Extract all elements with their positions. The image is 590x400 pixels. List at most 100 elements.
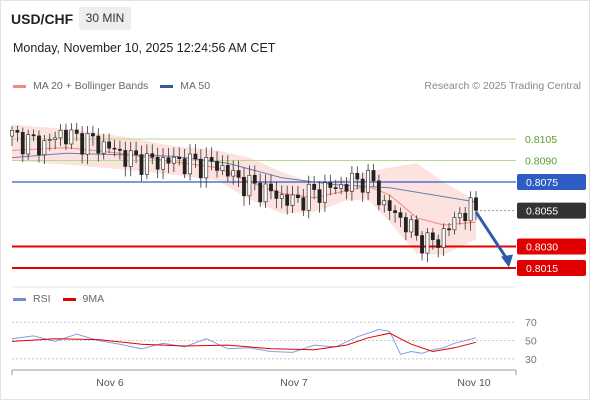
candle <box>447 228 451 231</box>
x-tick-label: Nov 10 <box>457 377 490 389</box>
ma50-swatch <box>160 84 174 88</box>
candle <box>47 139 52 141</box>
candle <box>182 158 187 175</box>
candle <box>263 183 268 203</box>
candle <box>420 235 424 254</box>
candle <box>285 194 290 206</box>
symbol-label: USD/CHF <box>11 11 74 27</box>
candle <box>296 194 300 199</box>
x-tick-label: Nov 6 <box>96 377 124 389</box>
candle <box>312 183 317 190</box>
candle <box>403 217 408 233</box>
main-legend: MA 20 + Bollinger Bands MA 50 <box>13 80 210 92</box>
candle <box>474 197 478 211</box>
candle <box>139 154 144 175</box>
x-tick-label: Nov 7 <box>280 377 308 389</box>
candle <box>350 172 354 192</box>
rsi-legend: RSI 9MA <box>13 293 104 305</box>
candle <box>144 153 149 175</box>
level-label-0.8075: 0.8075 <box>526 177 558 189</box>
candle <box>436 239 441 248</box>
legend-ma50: MA 50 <box>180 80 211 92</box>
candle <box>457 212 462 218</box>
rsi-ma9-line <box>11 332 477 353</box>
candle <box>150 153 155 158</box>
candle <box>225 164 230 177</box>
rsi-line <box>11 328 477 355</box>
candle <box>393 210 397 213</box>
forecast-arrowhead <box>501 254 513 268</box>
candle <box>306 183 311 211</box>
candle <box>371 170 376 182</box>
candle <box>42 140 47 156</box>
level-label-0.8015: 0.8015 <box>526 263 558 275</box>
rsi-tick-label: 30 <box>525 354 537 366</box>
candle <box>301 197 306 211</box>
candle <box>339 184 344 189</box>
candle <box>360 178 365 193</box>
candle <box>166 157 171 164</box>
candle <box>193 153 198 160</box>
candle <box>20 132 25 155</box>
candle <box>204 157 209 179</box>
level-tag-0.8075 <box>517 173 586 190</box>
forecast-arrow <box>474 211 510 262</box>
candle <box>355 172 360 180</box>
candle <box>177 156 182 160</box>
candle <box>26 134 31 155</box>
candle <box>328 182 333 188</box>
candle <box>74 129 79 134</box>
candle <box>64 129 68 145</box>
candle <box>333 187 338 189</box>
candle <box>53 137 58 140</box>
candle <box>274 190 279 199</box>
candle <box>198 158 203 179</box>
credit-label: Research © 2025 Trading Central <box>424 80 581 92</box>
candle <box>215 161 219 171</box>
candle <box>188 153 192 175</box>
candle <box>463 212 468 222</box>
candle <box>15 130 20 133</box>
candle <box>425 232 430 254</box>
legend-ma20: MA 20 + Bollinger Bands <box>33 80 149 92</box>
candle <box>344 184 349 192</box>
candle <box>171 156 176 164</box>
level-label-0.8090: 0.8090 <box>525 155 557 167</box>
candle <box>209 157 214 162</box>
candle <box>85 133 90 155</box>
candle <box>80 133 85 155</box>
rsi-swatch <box>13 297 26 301</box>
candle <box>236 170 241 178</box>
datetime-label: Monday, November 10, 2025 12:24:56 AM CE… <box>13 41 276 55</box>
candle <box>468 197 473 222</box>
candle <box>452 217 457 231</box>
candle <box>376 180 381 206</box>
candle <box>382 200 387 206</box>
candle <box>247 174 252 197</box>
level-label-0.8030: 0.8030 <box>526 241 558 253</box>
candle <box>107 141 112 149</box>
candle <box>231 170 236 177</box>
candle <box>58 129 63 139</box>
candle <box>128 150 133 167</box>
ma20-swatch <box>13 84 26 88</box>
candle <box>118 148 122 151</box>
candle <box>112 147 117 150</box>
candle <box>414 219 419 236</box>
candle <box>409 219 414 233</box>
candle <box>366 170 370 193</box>
level-tag-0.8030 <box>517 238 586 255</box>
candle <box>96 135 101 154</box>
candle <box>91 133 95 137</box>
rsi-tick-label: 70 <box>525 317 537 329</box>
candle <box>242 176 246 197</box>
candle <box>123 150 128 167</box>
candle <box>387 200 392 211</box>
candle <box>10 130 14 137</box>
rsi-tick-label: 50 <box>525 336 537 348</box>
legend-rsi: RSI <box>33 293 51 305</box>
candle <box>441 228 446 248</box>
timeframe-button[interactable]: 30 MIN <box>79 7 131 30</box>
level-label-0.8105: 0.8105 <box>525 134 557 146</box>
candle <box>161 157 165 170</box>
